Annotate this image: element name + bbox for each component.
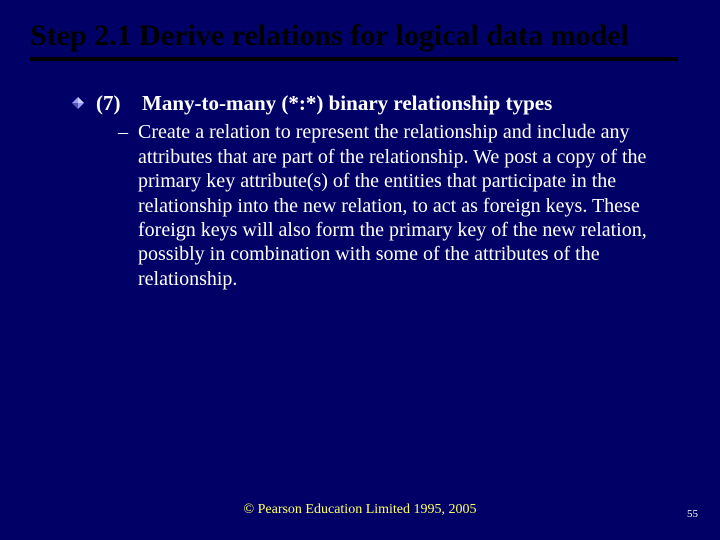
slide-title: Step 2.1 Derive relations for logical da…	[30, 18, 690, 53]
slide: Step 2.1 Derive relations for logical da…	[0, 0, 720, 540]
item-number: (7)	[96, 91, 136, 116]
page-number: 55	[687, 508, 698, 520]
copyright-footer: © Pearson Education Limited 1995, 2005	[0, 502, 720, 518]
item-heading: Many-to-many (*:*) binary relationship t…	[142, 91, 552, 116]
sub-bullet-item: – Create a relation to represent the rel…	[72, 120, 690, 291]
title-underline	[30, 57, 678, 61]
dash-bullet-icon: –	[118, 120, 128, 145]
body-text: Create a relation to represent the relat…	[138, 120, 690, 291]
title-block: Step 2.1 Derive relations for logical da…	[30, 18, 690, 63]
bullet-item: (7) Many-to-many (*:*) binary relationsh…	[72, 91, 690, 116]
diamond-bullet-icon	[72, 97, 84, 109]
content-area: (7) Many-to-many (*:*) binary relationsh…	[30, 91, 690, 291]
